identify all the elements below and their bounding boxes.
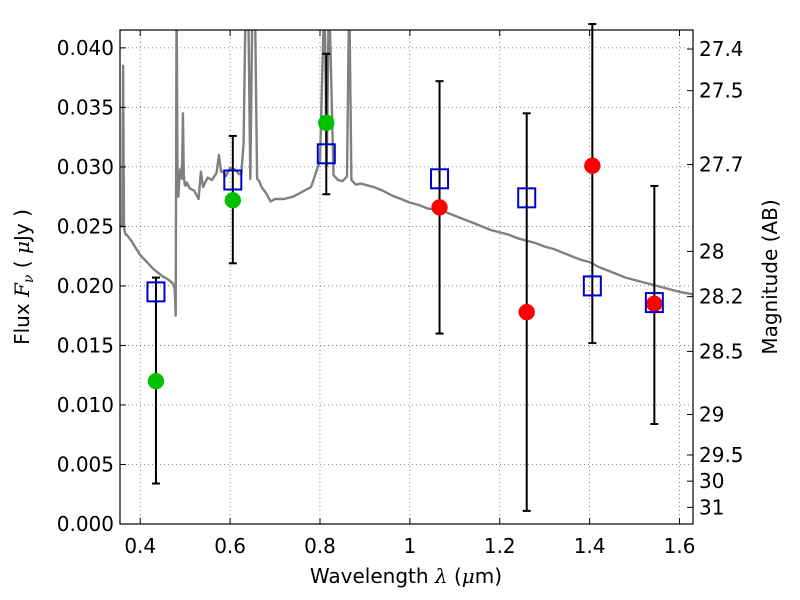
data-markers (146, 114, 664, 390)
y2-tick-label: 30 (699, 469, 724, 493)
plot-frame (119, 29, 694, 525)
observed-upper-marker (518, 303, 535, 321)
observed-detected-marker (224, 191, 242, 209)
observed-upper-marker (646, 295, 663, 313)
observed-detected-marker (147, 372, 165, 390)
axis-ticks: 0.4 0.6 0.8 1 1.2 1.4 1.6 0.000 0.005 0.010 0.015 0… (57, 30, 744, 558)
y2-tick-label: 27.4 (699, 37, 744, 61)
model-photometry-marker (644, 292, 664, 314)
observed-detected-marker (318, 114, 335, 132)
template-spectrum (120, 30, 693, 317)
y-tick-label: 0.020 (57, 274, 114, 298)
y2-tick-label: 29 (699, 402, 724, 426)
model-photometry-marker (430, 168, 450, 190)
y-tick-label: 0.025 (57, 214, 114, 238)
x-tick-label: 1.4 (574, 534, 606, 558)
model-photometry-marker (517, 187, 537, 209)
model-photometry-marker (223, 169, 243, 191)
y2-tick-label: 28.5 (699, 339, 744, 363)
y2-tick-label: 31 (699, 495, 724, 519)
y2-tick-label: 28 (699, 239, 724, 263)
y-tick-label: 0.035 (57, 95, 114, 119)
x-tick-label: 1 (404, 534, 417, 558)
x-tick-label: 1.6 (664, 534, 696, 558)
y2-axis-label: Magnitude (AB) (758, 199, 782, 354)
x-tick-label: 0.4 (124, 534, 156, 558)
y-tick-label: 0.015 (57, 333, 114, 357)
y2-tick-label: 27.7 (699, 153, 744, 177)
y2-tick-label: 28.2 (699, 285, 744, 309)
x-tick-label: 0.6 (214, 534, 246, 558)
x-tick-label: 0.8 (304, 534, 336, 558)
error-bar (588, 23, 597, 345)
observed-upper-marker (584, 157, 601, 174)
y-tick-label: 0.000 (57, 512, 114, 536)
y-tick-label: 0.010 (57, 393, 114, 417)
y-tick-label: 0.005 (57, 452, 114, 476)
y-tick-label: 0.040 (57, 36, 114, 60)
y2-tick-label: 27.5 (699, 79, 744, 103)
y2-tick-label: 29.5 (699, 443, 744, 467)
x-tick-label: 1.2 (484, 534, 516, 558)
model-photometry-marker (146, 281, 166, 303)
y-axis-label: Flux Fν ( μJy ) (10, 209, 37, 345)
model-photometry-marker (582, 275, 602, 297)
plot-background (120, 30, 693, 524)
x-axis-label: Wavelength λ (μm) (310, 564, 502, 588)
y-tick-label: 0.030 (57, 155, 114, 179)
spectrum-line (120, 30, 693, 317)
model-photometry-marker (316, 143, 336, 165)
observed-upper-marker (431, 199, 448, 216)
